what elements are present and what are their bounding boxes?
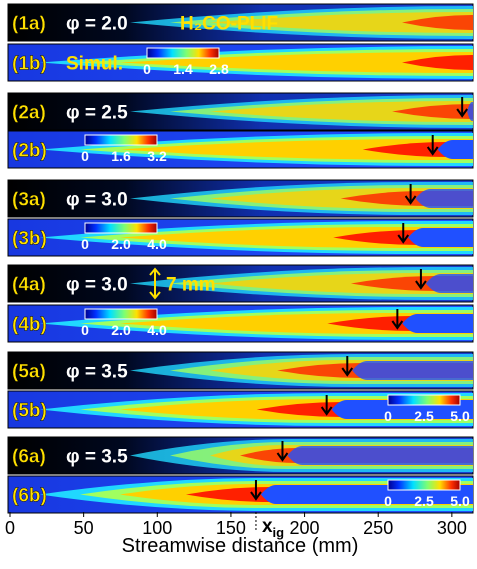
x-tick-label: 150	[216, 518, 246, 538]
colorbar-label: 0	[384, 493, 392, 509]
x-tick-label: 50	[74, 518, 94, 538]
panel-label: (4b)	[12, 315, 47, 336]
panel-label: (3a)	[12, 190, 46, 211]
panel-extra: 7 mm	[166, 275, 216, 296]
panel-extra: H₂CO-PLIF	[180, 14, 278, 35]
colorbar	[85, 223, 157, 233]
panel-label: (6a)	[12, 447, 46, 468]
colorbar-label: 0	[143, 61, 151, 77]
panel-label: (4a)	[12, 275, 46, 296]
colorbar-label: 5.0	[450, 493, 470, 509]
colorbar-label: 5.0	[450, 408, 470, 424]
panel-text: φ = 3.0	[66, 275, 128, 296]
panel: (5a) φ = 3.5	[8, 352, 473, 389]
panel-label: (3b)	[12, 229, 47, 250]
x-tick-label: 0	[5, 518, 15, 538]
x-tick-label: 100	[142, 518, 172, 538]
flame-layer	[426, 274, 473, 293]
colorbar-label: 2.0	[111, 322, 131, 338]
panel-label: (2b)	[12, 141, 47, 162]
panel: (2a) φ = 2.5	[8, 93, 473, 130]
panel: (5b) 0 2.5 5.0	[8, 391, 473, 428]
panel-label: (5b)	[12, 401, 47, 422]
colorbar-label: 2.5	[414, 493, 434, 509]
colorbar	[388, 395, 460, 405]
flame-layer	[352, 361, 473, 380]
colorbar	[85, 309, 157, 319]
xig-label: xig	[262, 516, 284, 540]
panel: (6a) φ = 3.5	[8, 437, 473, 474]
panel: (1a) φ = 2.0 H₂CO-PLIF	[8, 4, 473, 41]
colorbar-label: 3.2	[147, 148, 167, 164]
panel-label: (1b)	[12, 54, 47, 75]
colorbar-label: 0	[81, 322, 89, 338]
colorbar-label: 0	[384, 408, 392, 424]
panel-text: φ = 2.5	[66, 103, 128, 124]
flame-layer	[402, 314, 473, 333]
panel-label: (2a)	[12, 103, 46, 124]
colorbar-label: 0	[81, 148, 89, 164]
colorbar-label: 4.0	[147, 322, 167, 338]
panel-text: φ = 2.0	[66, 14, 128, 35]
flame-layer	[408, 228, 473, 247]
colorbar-label: 1.4	[173, 61, 193, 77]
panel: (3b) 0 2.0 4.0	[8, 219, 473, 256]
colorbar	[147, 48, 219, 58]
panel-label: (5a)	[12, 362, 46, 383]
panel: (2b) 0 1.6 3.2	[8, 131, 473, 168]
panel: (6b) 0 2.5 5.0	[8, 476, 473, 513]
flame-layer	[287, 446, 473, 465]
panel: (1b) Simul. 0 1.4 2.8	[8, 44, 473, 81]
x-tick-label: 200	[290, 518, 320, 538]
xig-sub: ig	[273, 525, 285, 540]
colorbar	[85, 135, 157, 145]
axis-title: Streamwise distance (mm)	[122, 535, 359, 557]
colorbar-label: 1.6	[111, 148, 131, 164]
panel-text: Simul.	[66, 54, 123, 75]
panel-label: (1a)	[12, 14, 46, 35]
colorbar-label: 0	[81, 236, 89, 252]
figure: Streamwise distance (mm) (1a) φ = 2.0 H₂CO…	[0, 0, 477, 569]
panel-label: (6b)	[12, 486, 47, 507]
xig-main: x	[262, 516, 273, 537]
x-tick-label: 250	[363, 518, 393, 538]
flame-layer	[416, 189, 473, 208]
colorbar	[388, 480, 460, 490]
panel: (3a) φ = 3.0	[8, 180, 473, 217]
x-tick-label: 300	[437, 518, 467, 538]
panel: (4b) 0 2.0 4.0	[8, 305, 473, 342]
panel-text: φ = 3.5	[66, 447, 128, 468]
colorbar-label: 2.8	[209, 61, 229, 77]
panel: (4a) φ = 3.0 7 mm	[8, 265, 473, 302]
panel-text: φ = 3.0	[66, 190, 128, 211]
colorbar-label: 2.0	[111, 236, 131, 252]
colorbar-label: 4.0	[147, 236, 167, 252]
panel-text: φ = 3.5	[66, 362, 128, 383]
colorbar-label: 2.5	[414, 408, 434, 424]
